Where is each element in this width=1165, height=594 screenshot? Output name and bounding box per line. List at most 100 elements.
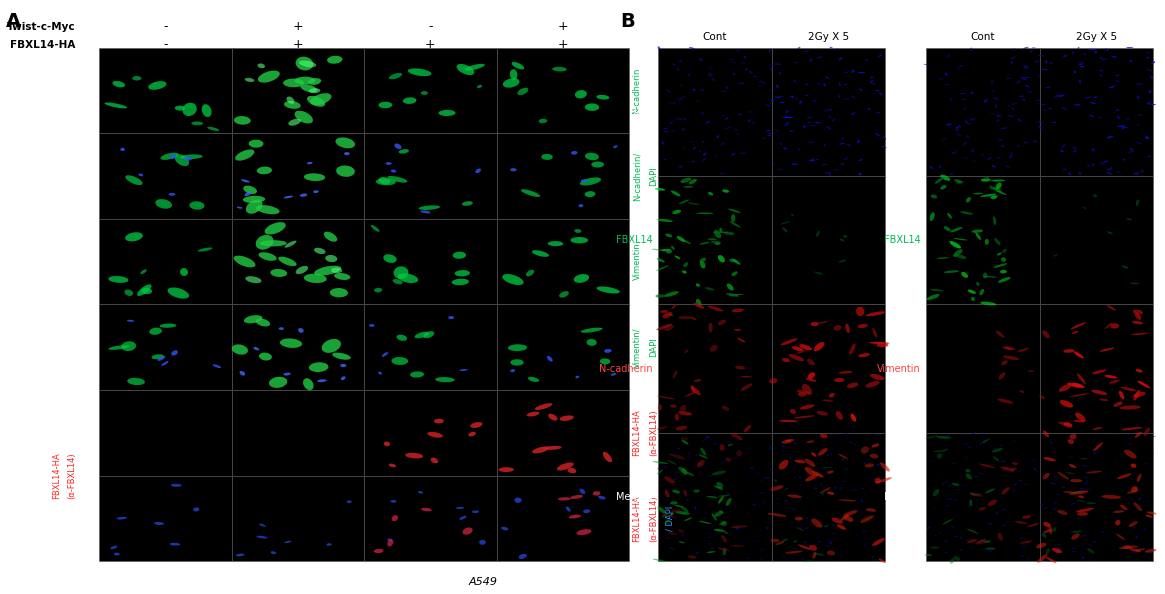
Ellipse shape bbox=[198, 248, 212, 252]
Ellipse shape bbox=[655, 188, 665, 191]
Ellipse shape bbox=[675, 413, 679, 421]
Ellipse shape bbox=[952, 483, 960, 486]
Ellipse shape bbox=[777, 498, 778, 500]
Bar bbox=[363, 48, 496, 133]
Ellipse shape bbox=[804, 527, 809, 529]
Ellipse shape bbox=[814, 271, 824, 274]
Ellipse shape bbox=[1064, 422, 1073, 428]
Ellipse shape bbox=[139, 173, 143, 176]
Ellipse shape bbox=[1134, 173, 1138, 175]
Ellipse shape bbox=[309, 78, 322, 85]
Ellipse shape bbox=[1092, 369, 1107, 374]
Ellipse shape bbox=[1059, 384, 1072, 391]
Ellipse shape bbox=[799, 344, 812, 350]
Ellipse shape bbox=[1079, 172, 1081, 175]
Ellipse shape bbox=[389, 463, 396, 467]
Ellipse shape bbox=[812, 551, 817, 559]
Ellipse shape bbox=[843, 516, 854, 522]
Ellipse shape bbox=[1150, 436, 1156, 437]
Ellipse shape bbox=[970, 118, 976, 121]
Ellipse shape bbox=[779, 72, 782, 74]
Ellipse shape bbox=[1102, 160, 1109, 163]
Bar bbox=[496, 133, 629, 219]
Ellipse shape bbox=[1076, 508, 1094, 513]
Ellipse shape bbox=[876, 463, 881, 466]
Ellipse shape bbox=[1132, 552, 1136, 554]
Text: FBXL14-HA: FBXL14-HA bbox=[10, 40, 76, 49]
Ellipse shape bbox=[1061, 487, 1065, 488]
Ellipse shape bbox=[1092, 148, 1095, 151]
Ellipse shape bbox=[730, 525, 748, 528]
Ellipse shape bbox=[696, 299, 701, 306]
Ellipse shape bbox=[776, 85, 779, 88]
Ellipse shape bbox=[421, 91, 428, 95]
Ellipse shape bbox=[1127, 489, 1138, 494]
Ellipse shape bbox=[991, 80, 994, 83]
Ellipse shape bbox=[980, 443, 981, 445]
Ellipse shape bbox=[782, 116, 788, 118]
Ellipse shape bbox=[700, 448, 706, 456]
Ellipse shape bbox=[983, 176, 989, 178]
Ellipse shape bbox=[280, 339, 302, 348]
Ellipse shape bbox=[1134, 503, 1142, 511]
Ellipse shape bbox=[1003, 355, 1019, 360]
Ellipse shape bbox=[1043, 532, 1046, 538]
Bar bbox=[771, 176, 885, 305]
Ellipse shape bbox=[1069, 456, 1073, 457]
Ellipse shape bbox=[465, 64, 485, 71]
Ellipse shape bbox=[880, 462, 890, 472]
Ellipse shape bbox=[931, 194, 937, 198]
Ellipse shape bbox=[949, 484, 952, 486]
Ellipse shape bbox=[944, 174, 946, 177]
Ellipse shape bbox=[736, 450, 742, 456]
Ellipse shape bbox=[939, 165, 941, 169]
Ellipse shape bbox=[1018, 522, 1022, 523]
Ellipse shape bbox=[1011, 103, 1018, 105]
Ellipse shape bbox=[1021, 77, 1026, 80]
Ellipse shape bbox=[1062, 107, 1067, 110]
Ellipse shape bbox=[818, 448, 827, 456]
Ellipse shape bbox=[331, 267, 343, 273]
Ellipse shape bbox=[827, 109, 832, 110]
Ellipse shape bbox=[1145, 137, 1149, 139]
Ellipse shape bbox=[418, 491, 423, 494]
Ellipse shape bbox=[799, 498, 803, 501]
Ellipse shape bbox=[942, 552, 948, 553]
Ellipse shape bbox=[330, 288, 348, 298]
Ellipse shape bbox=[243, 186, 257, 194]
Text: +: + bbox=[292, 20, 303, 33]
Ellipse shape bbox=[806, 478, 807, 480]
Ellipse shape bbox=[940, 185, 946, 189]
Ellipse shape bbox=[700, 89, 705, 91]
Ellipse shape bbox=[791, 557, 793, 559]
Ellipse shape bbox=[386, 162, 391, 165]
Ellipse shape bbox=[790, 409, 796, 414]
Ellipse shape bbox=[797, 47, 800, 49]
Ellipse shape bbox=[747, 512, 749, 514]
Ellipse shape bbox=[256, 318, 270, 327]
Bar bbox=[363, 305, 496, 390]
Ellipse shape bbox=[863, 462, 866, 465]
Ellipse shape bbox=[689, 524, 692, 525]
Ellipse shape bbox=[1045, 475, 1047, 476]
Ellipse shape bbox=[1136, 369, 1143, 372]
Ellipse shape bbox=[852, 95, 855, 99]
Ellipse shape bbox=[1010, 153, 1012, 154]
Ellipse shape bbox=[1018, 470, 1022, 473]
Ellipse shape bbox=[966, 473, 972, 479]
Ellipse shape bbox=[806, 117, 812, 118]
Ellipse shape bbox=[840, 487, 842, 489]
Ellipse shape bbox=[994, 238, 1001, 245]
Ellipse shape bbox=[997, 533, 1003, 541]
Ellipse shape bbox=[722, 189, 729, 192]
Ellipse shape bbox=[839, 95, 840, 97]
Ellipse shape bbox=[528, 377, 539, 382]
Ellipse shape bbox=[1145, 135, 1148, 139]
Ellipse shape bbox=[1061, 144, 1066, 147]
Ellipse shape bbox=[871, 556, 875, 558]
Ellipse shape bbox=[1023, 141, 1029, 144]
Ellipse shape bbox=[1104, 375, 1117, 378]
Ellipse shape bbox=[870, 83, 876, 85]
Ellipse shape bbox=[960, 93, 966, 94]
Ellipse shape bbox=[1130, 477, 1134, 480]
